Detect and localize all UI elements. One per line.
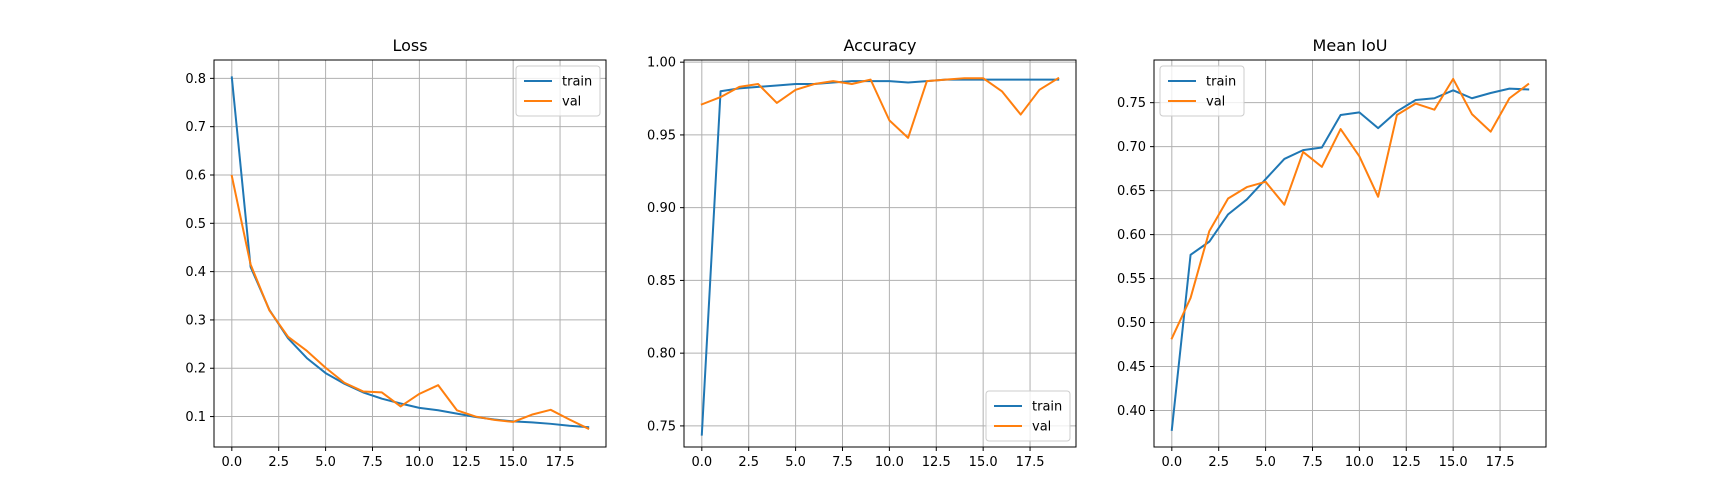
loss-chart: Loss 0.0 2.5 5.0 7.5 10.0 12.5 15.0 17.5 0.1 0.2 0.… xyxy=(185,36,607,470)
y-tick-label: 0.60 xyxy=(1117,228,1146,243)
legend-label-train: train xyxy=(1032,400,1062,415)
x-tick-label: 5.0 xyxy=(1255,455,1276,470)
x-tick-label: 5.0 xyxy=(785,455,806,470)
legend-box xyxy=(1159,65,1245,117)
y-tick-label: 0.65 xyxy=(1117,184,1146,199)
x-tick-label: 10.0 xyxy=(405,455,434,470)
loss-title: Loss xyxy=(392,36,427,55)
train-series-line xyxy=(1170,87,1530,431)
x-tick-label: 7.5 xyxy=(832,455,853,470)
loss-legend: train val xyxy=(515,65,601,117)
mean-iou-chart: Mean IoU 0.0 2.5 5.0 7.5 10.0 12.5 15.0 17.5 0.40… xyxy=(1117,36,1547,470)
y-tick-label: 0.70 xyxy=(1117,140,1146,155)
y-tick-label: 0.80 xyxy=(647,347,676,362)
legend-label-train: train xyxy=(1206,75,1236,90)
x-tick-label: 2.5 xyxy=(268,455,289,470)
x-tick-label: 10.0 xyxy=(1345,455,1374,470)
plot-frame xyxy=(213,59,607,448)
x-tick-label: 17.5 xyxy=(1486,455,1515,470)
x-tick-label: 2.5 xyxy=(738,455,759,470)
x-tick-label: 17.5 xyxy=(546,455,575,470)
legend-box xyxy=(515,65,601,117)
plot-frame xyxy=(1153,59,1547,448)
x-tick-label: 10.0 xyxy=(875,455,904,470)
y-tick-label: 0.5 xyxy=(185,217,206,232)
train-series-line xyxy=(230,76,590,429)
x-tick-label: 7.5 xyxy=(1302,455,1323,470)
y-tick-label: 0.3 xyxy=(185,313,206,328)
legend-label-val: val xyxy=(1206,95,1225,110)
x-tick-label: 5.0 xyxy=(315,455,336,470)
x-tick-label: 12.5 xyxy=(1392,455,1421,470)
y-tick-label: 0.6 xyxy=(185,168,206,183)
accuracy-legend: train val xyxy=(985,390,1071,442)
x-tick-label: 7.5 xyxy=(362,455,383,470)
y-tick-label: 0.95 xyxy=(647,128,676,143)
y-tick-label: 0.75 xyxy=(1117,96,1146,111)
y-tick-label: 0.90 xyxy=(647,201,676,216)
y-tick-label: 0.85 xyxy=(647,274,676,289)
plot-frame xyxy=(683,59,1077,448)
mean-iou-legend: train val xyxy=(1159,65,1245,117)
x-tick-label: 17.5 xyxy=(1016,455,1045,470)
chart-panels: Loss 0.0 2.5 5.0 7.5 10.0 12.5 15.0 17.5 0.1 0.2 0.… xyxy=(185,36,1547,470)
y-tick-label: 0.75 xyxy=(647,419,676,434)
x-tick-label: 0.0 xyxy=(221,455,242,470)
x-tick-label: 15.0 xyxy=(1439,455,1468,470)
accuracy-title: Accuracy xyxy=(843,36,916,55)
mean-iou-title: Mean IoU xyxy=(1313,36,1388,55)
legend-label-val: val xyxy=(1032,420,1051,435)
y-tick-label: 0.50 xyxy=(1117,316,1146,331)
y-tick-label: 0.55 xyxy=(1117,272,1146,287)
x-tick-label: 0.0 xyxy=(691,455,712,470)
y-tick-label: 0.8 xyxy=(185,72,206,87)
x-tick-label: 2.5 xyxy=(1208,455,1229,470)
y-tick-label: 0.1 xyxy=(185,410,206,425)
val-series-line xyxy=(700,76,1060,139)
y-tick-label: 0.7 xyxy=(185,120,206,135)
x-tick-label: 15.0 xyxy=(969,455,998,470)
x-tick-label: 0.0 xyxy=(1161,455,1182,470)
y-tick-label: 1.00 xyxy=(647,56,676,71)
legend-label-val: val xyxy=(562,95,581,110)
y-tick-label: 0.45 xyxy=(1117,360,1146,375)
accuracy-chart: Accuracy 0.0 2.5 5.0 7.5 10.0 12.5 15.0 17.5 0.75… xyxy=(647,36,1077,470)
y-tick-label: 0.4 xyxy=(185,265,206,280)
legend-box xyxy=(985,390,1071,442)
val-series-line xyxy=(230,174,590,430)
y-tick-label: 0.40 xyxy=(1117,404,1146,419)
x-tick-label: 15.0 xyxy=(499,455,528,470)
x-tick-label: 12.5 xyxy=(452,455,481,470)
legend-label-train: train xyxy=(562,75,592,90)
x-tick-label: 12.5 xyxy=(922,455,951,470)
val-series-line xyxy=(1170,77,1530,340)
y-tick-label: 0.2 xyxy=(185,362,206,377)
